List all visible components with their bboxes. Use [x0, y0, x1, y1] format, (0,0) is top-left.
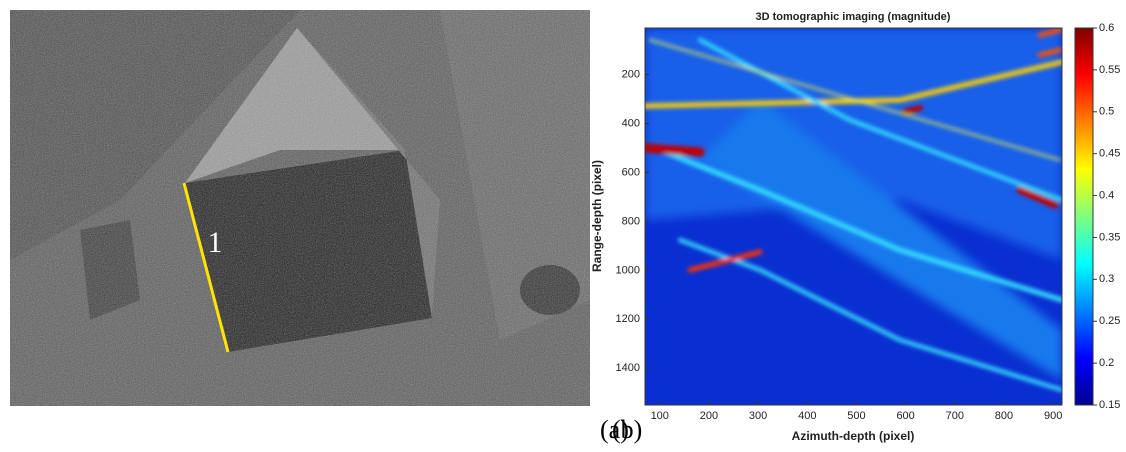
colorbar-tick-label: 0.4 — [1099, 189, 1114, 201]
colorbar-tick-label: 0.35 — [1099, 231, 1120, 243]
y-tick-label: 800 — [622, 215, 640, 227]
colorbar-tick-label: 0.25 — [1099, 315, 1120, 327]
x-tick-label: 500 — [847, 410, 865, 422]
colorbar-tick-label: 0.15 — [1099, 399, 1120, 411]
x-tick-label: 800 — [995, 410, 1013, 422]
y-tick-label: 400 — [622, 117, 640, 129]
colorbar-tick-label: 0.2 — [1099, 357, 1114, 369]
x-tick-label: 300 — [749, 410, 767, 422]
plot-frame — [644, 27, 1063, 406]
colorbar-tick-label: 0.45 — [1099, 148, 1120, 160]
colorbar-tick-label: 0.55 — [1099, 64, 1120, 76]
y-tick-label: 1400 — [616, 362, 640, 374]
chart-title: 3D tomographic imaging (magnitude) — [756, 11, 951, 23]
profile-line — [182, 182, 230, 353]
y-tick-label: 1000 — [616, 264, 640, 276]
colorbar-tick-label: 0.6 — [1099, 22, 1114, 34]
y-axis-label: Range-depth (pixel) — [590, 160, 604, 272]
x-tick-label: 600 — [896, 410, 914, 422]
x-tick-label: 400 — [798, 410, 816, 422]
x-tick-label: 100 — [651, 410, 669, 422]
sar-image — [10, 10, 590, 406]
caption-a: (a) — [600, 415, 629, 444]
colorbar — [1074, 27, 1094, 406]
line-label: 1 — [208, 226, 223, 259]
y-tick-label: 1200 — [616, 313, 640, 325]
caption-b: (b) — [612, 415, 642, 444]
x-axis-label: Azimuth-depth (pixel) — [792, 429, 915, 443]
x-tick-label: 700 — [946, 410, 964, 422]
heatmap-image — [645, 28, 1062, 405]
y-tick-label: 200 — [622, 68, 640, 80]
x-tick-label: 900 — [1044, 410, 1062, 422]
y-tick-label: 600 — [622, 166, 640, 178]
colorbar-tick-label: 0.5 — [1099, 106, 1114, 118]
x-tick-label: 200 — [700, 410, 718, 422]
colorbar-tick-label: 0.3 — [1099, 273, 1114, 285]
